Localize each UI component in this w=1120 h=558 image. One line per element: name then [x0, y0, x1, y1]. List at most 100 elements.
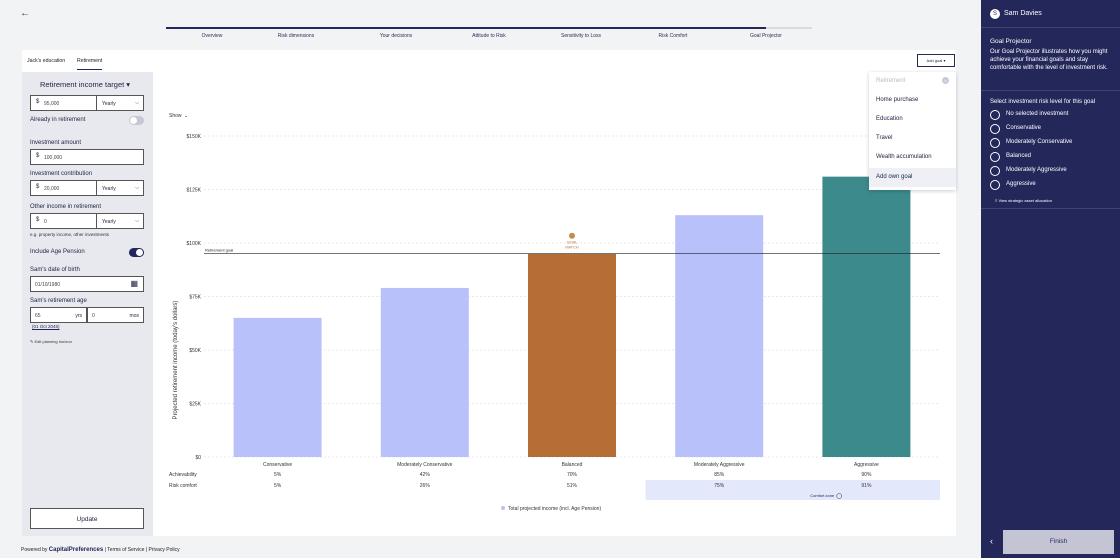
- risk-comfort-value: 91%: [861, 483, 872, 489]
- radio-no-selection[interactable]: [990, 110, 1000, 120]
- dropdown-highlight: [869, 168, 956, 187]
- risk-comfort-value: 75%: [714, 483, 725, 489]
- option-label: Moderately Aggressive: [1006, 167, 1067, 173]
- radio-aggressive[interactable]: [990, 180, 1000, 190]
- y-tick-label: $125K: [187, 188, 202, 194]
- y-tick-label: $150K: [187, 134, 202, 140]
- edit-horizon-link[interactable]: ✎ Edit planning horizon: [30, 339, 72, 344]
- income-target-dropdown[interactable]: Retirement income target ▾: [40, 80, 130, 89]
- retirement-age-years-input[interactable]: 65 yrs: [30, 307, 87, 323]
- chevron-down-icon: ⌵: [135, 185, 139, 191]
- list-icon: ≡: [995, 198, 998, 203]
- radio-balanced[interactable]: [990, 152, 1000, 162]
- other-income-frequency-select[interactable]: Yearly ⌵: [96, 214, 143, 228]
- badge-text: MATCH: [565, 246, 578, 250]
- add-goal-button[interactable]: Add goal ▾: [917, 54, 955, 67]
- investment-amount-value[interactable]: 100,000: [44, 155, 63, 161]
- powered-by: Powered by: [21, 547, 48, 553]
- calendar-icon[interactable]: ▦: [130, 279, 138, 288]
- back-arrow-icon[interactable]: ←: [20, 8, 30, 19]
- retirement-months-value[interactable]: 0: [92, 313, 95, 319]
- edit-horizon-label: Edit planning horizon: [34, 339, 72, 344]
- risk-heading: Select investment risk level for this go…: [990, 99, 1096, 105]
- row-label-achievability: Achievability: [169, 472, 197, 478]
- dob-label: Sam's date of birth: [30, 267, 80, 273]
- y-tick-label: $50K: [189, 348, 201, 354]
- investment-contribution-label: Investment contribution: [30, 171, 93, 177]
- chevron-down-icon: ⌵: [135, 218, 139, 224]
- step-sensitivity-to-loss[interactable]: Sensitivity to Loss: [560, 33, 602, 39]
- divider: |: [104, 547, 108, 553]
- retirement-years-value[interactable]: 65: [35, 313, 41, 319]
- option-label: Aggressive: [1006, 181, 1036, 187]
- dob-value[interactable]: 01/10/1980: [35, 282, 61, 288]
- menu-item-travel[interactable]: Travel: [876, 135, 893, 141]
- step-overview[interactable]: Overview: [201, 33, 223, 39]
- tab-retirement[interactable]: Retirement: [77, 58, 103, 70]
- projection-chart: Show ⌄ Projected retirement income (toda…: [169, 113, 940, 512]
- divider: |: [145, 547, 149, 553]
- goal-projector-panel: S Sam Davies Goal Projector Our Goal Pro…: [981, 0, 1120, 558]
- income-target-input[interactable]: $ 95,000 Yearly ⌵: [30, 95, 144, 111]
- retirement-age-months-input[interactable]: 0 mos: [87, 307, 144, 323]
- x-tick-label: Aggressive: [854, 462, 879, 468]
- legend-swatch: [501, 506, 505, 510]
- step-your-decisions[interactable]: Your decisions: [379, 33, 413, 39]
- goal-card: Jack's education Retirement: [22, 50, 956, 536]
- already-retired-toggle[interactable]: [129, 116, 144, 125]
- risk-comfort-value: 5%: [274, 483, 282, 489]
- menu-item-wealth-accumulation[interactable]: Wealth accumulation: [876, 154, 932, 160]
- privacy-link[interactable]: Privacy Policy: [148, 547, 180, 553]
- tab-jacks-education[interactable]: Jack's education: [27, 58, 66, 64]
- other-income-input[interactable]: $ 0 Yearly ⌵: [30, 213, 144, 229]
- achievability-value: 85%: [714, 472, 725, 478]
- dob-input[interactable]: 01/10/1980 ▦: [30, 276, 144, 292]
- menu-item-add-own-goal[interactable]: Add own goal: [876, 174, 913, 180]
- investment-contribution-value[interactable]: 20,000: [44, 186, 60, 192]
- update-button[interactable]: Update: [30, 508, 144, 529]
- menu-item-education[interactable]: Education: [876, 116, 903, 122]
- currency-symbol: $: [36, 184, 40, 190]
- contribution-frequency-select[interactable]: Yearly ⌵: [96, 181, 143, 195]
- panel-title: Goal Projector: [990, 38, 1032, 45]
- goal-line-label: Retirement goal: [205, 248, 233, 253]
- option-label: No selected investment: [1006, 111, 1069, 117]
- bar-conservative: [233, 317, 322, 457]
- footer: Powered by CapitalPreferences | Terms of…: [21, 547, 180, 553]
- avatar[interactable]: S: [990, 9, 1000, 19]
- divider: [981, 90, 1120, 91]
- show-dropdown[interactable]: Show: [169, 113, 182, 119]
- other-income-value[interactable]: 0: [44, 219, 47, 225]
- divider: [981, 208, 1120, 209]
- y-tick-label: $0: [195, 455, 201, 461]
- age-pension-toggle[interactable]: [129, 248, 144, 257]
- view-allocation-link[interactable]: ≡ View strategic asset allocation: [995, 198, 1052, 203]
- investment-contribution-input[interactable]: $ 20,000 Yearly ⌵: [30, 180, 144, 196]
- step-attitude-to-risk[interactable]: Attitude to Risk: [472, 33, 506, 39]
- step-risk-comfort[interactable]: Risk Comfort: [658, 33, 688, 39]
- close-icon[interactable]: ×: [942, 77, 949, 84]
- income-target-value[interactable]: 95,000: [44, 101, 60, 107]
- comfort-zone-label: Comfort zone: [810, 493, 835, 498]
- months-unit: mos: [129, 313, 139, 319]
- step-goal-projector[interactable]: Goal Projector: [750, 33, 782, 39]
- user-name[interactable]: Sam Davies: [1004, 10, 1042, 17]
- radio-moderately-conservative[interactable]: [990, 138, 1000, 148]
- finish-button[interactable]: Finish: [1003, 530, 1114, 554]
- step-risk-dimensions[interactable]: Risk dimensions: [277, 33, 315, 39]
- menu-item-home-purchase[interactable]: Home purchase: [876, 97, 919, 103]
- chevron-down-icon: ▾: [943, 58, 946, 63]
- other-income-label: Other income in retirement: [30, 204, 102, 210]
- retirement-date: (01 Oct 2045): [32, 324, 60, 329]
- years-unit: yrs: [75, 313, 82, 319]
- income-target-title: Retirement income target: [40, 80, 125, 89]
- radio-moderately-aggressive[interactable]: [990, 166, 1000, 176]
- chevron-left-icon[interactable]: ‹: [990, 536, 993, 546]
- income-frequency-select[interactable]: Yearly ⌵: [96, 96, 143, 110]
- radio-conservative[interactable]: [990, 124, 1000, 134]
- steps-progress: [166, 27, 766, 29]
- brand-logo: CapitalPreferences: [48, 547, 104, 553]
- risk-comfort-value: 51%: [567, 483, 578, 489]
- investment-amount-input[interactable]: $ 100,000: [30, 149, 144, 165]
- terms-link[interactable]: Terms of Service: [107, 547, 145, 553]
